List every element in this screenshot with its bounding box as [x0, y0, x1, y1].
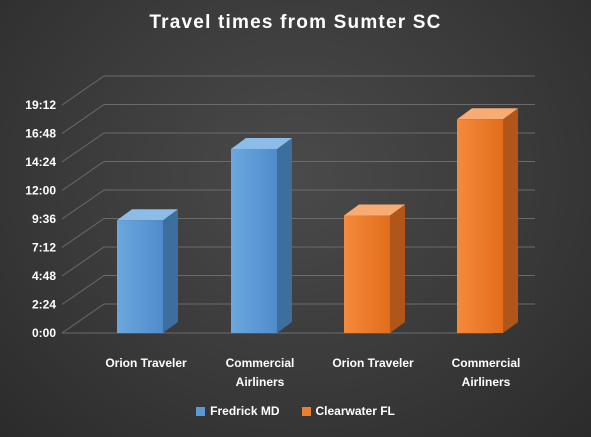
- bar-top: [344, 204, 405, 216]
- bars: [117, 108, 518, 333]
- y-tick-label: 16:48: [25, 127, 56, 141]
- y-tick-label: 12:00: [25, 184, 56, 198]
- gridline: [61, 189, 535, 220]
- y-tick-label: 7:12: [32, 241, 56, 255]
- chart-title: Travel times from Sumter SC: [149, 12, 442, 33]
- bar: [231, 148, 277, 333]
- gridline: [61, 104, 535, 134]
- bar-top: [231, 137, 292, 149]
- bar: [457, 119, 503, 333]
- x-category-label: Orion Traveler: [332, 356, 414, 370]
- bar-top: [117, 209, 178, 221]
- y-tick-label: 0:00: [32, 326, 56, 340]
- y-axis-ticks: 0:00 2:24 4:48 7:12 9:36 12:00 14:24 16:48 19:12: [25, 98, 56, 340]
- x-category-label: Airliners: [462, 375, 511, 389]
- legend-label-fredrick: Fredrick MD: [210, 404, 280, 418]
- gridline: [61, 161, 535, 191]
- gridline: [61, 132, 535, 163]
- y-tick-label: 14:24: [25, 155, 56, 169]
- legend-item-clearwater: Clearwater FL: [301, 404, 395, 418]
- legend-item-fredrick: Fredrick MD: [196, 404, 280, 418]
- y-tick-label: 9:36: [32, 212, 56, 226]
- y-tick-label: 19:12: [25, 98, 56, 112]
- gridline: [61, 75, 535, 106]
- bar-side: [503, 108, 518, 333]
- bar: [344, 215, 390, 333]
- legend-label-clearwater: Clearwater FL: [315, 404, 395, 418]
- x-category-label: Commercial: [226, 356, 295, 370]
- bar: [117, 220, 163, 333]
- legend-swatch-fredrick: [196, 406, 206, 416]
- y-tick-label: 2:24: [32, 298, 56, 312]
- bar-top: [457, 108, 518, 120]
- x-axis-labels: Orion Traveler Commercial Airliners Orion T…: [105, 356, 520, 389]
- bar-side: [163, 209, 178, 333]
- bar-side: [277, 137, 292, 333]
- x-category-label: Commercial: [452, 356, 521, 370]
- y-tick-label: 4:48: [32, 269, 56, 283]
- x-category-label: Airliners: [236, 375, 285, 389]
- legend: Fredrick MD Clearwater FL: [0, 404, 591, 418]
- legend-swatch-clearwater: [301, 406, 311, 416]
- x-category-label: Orion Traveler: [105, 356, 187, 370]
- bar-side: [390, 204, 405, 333]
